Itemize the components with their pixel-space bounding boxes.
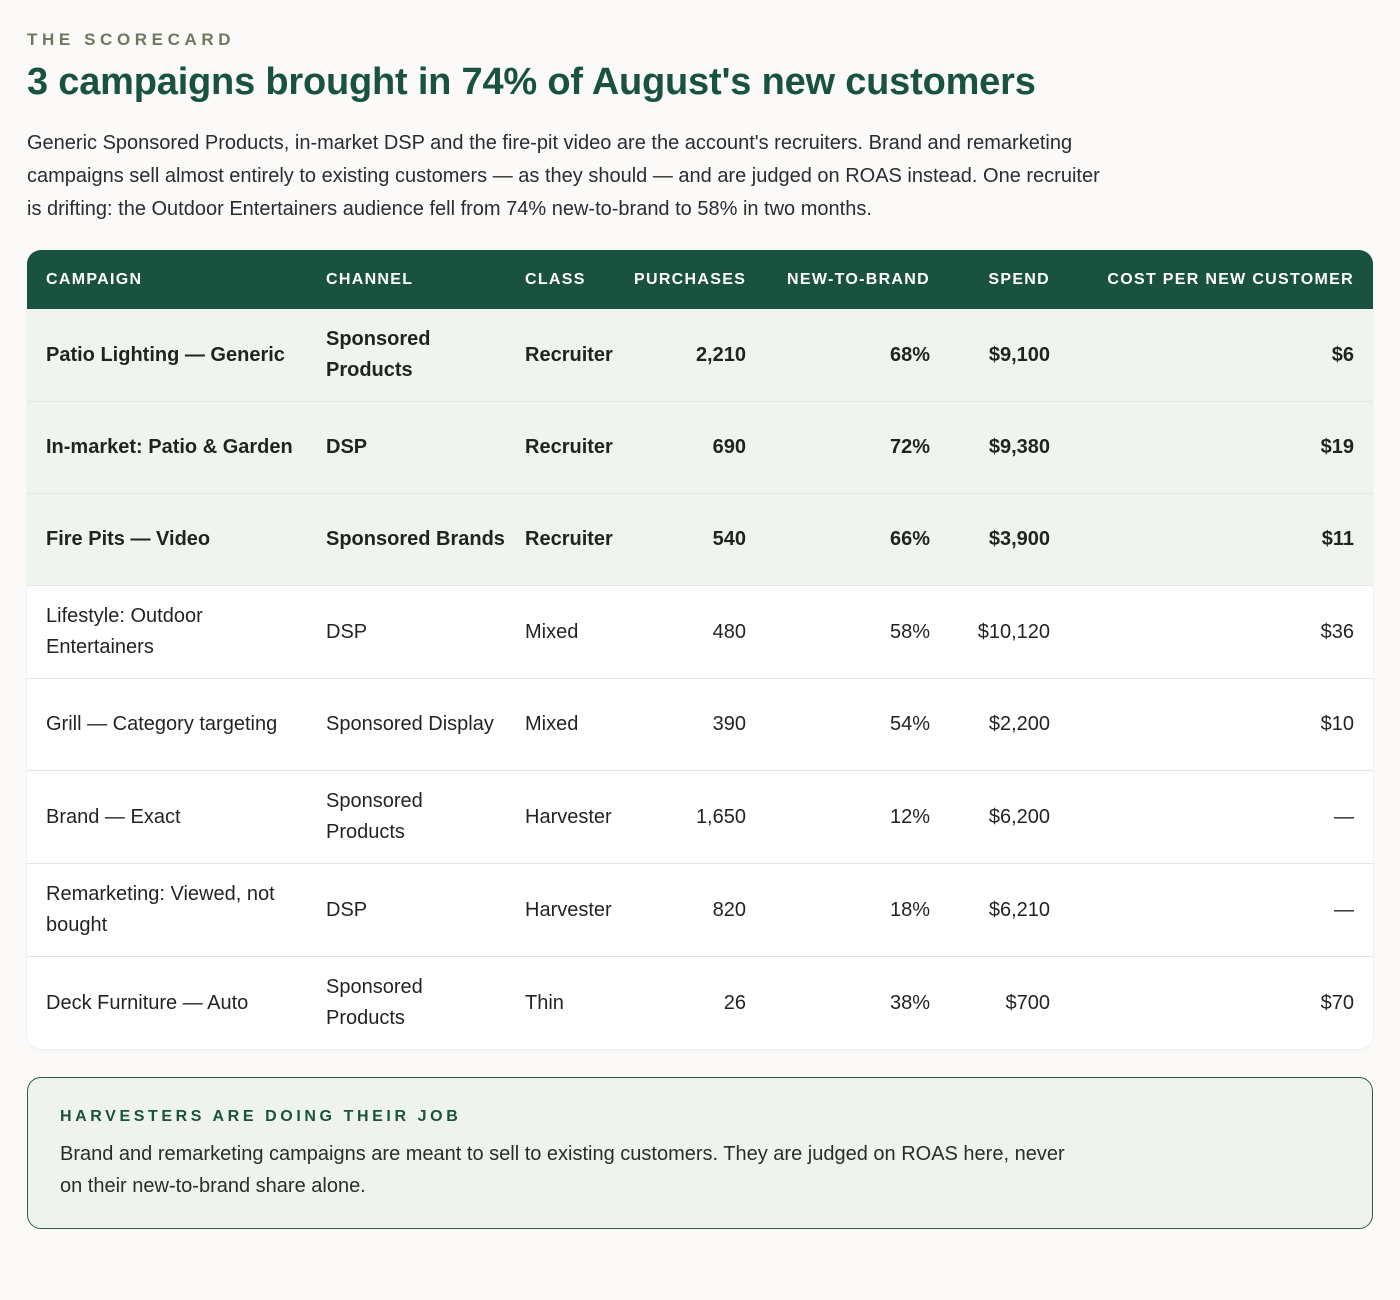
new-to-brand-cell: 38%: [765, 956, 949, 1049]
column-header-purchases: PURCHASES: [634, 270, 747, 288]
cost-per-new-customer-cell: $19: [1069, 401, 1373, 494]
spend-cell: $2,200: [949, 678, 1069, 771]
channel-cell: Sponsored Brands: [307, 493, 506, 586]
table-row: Deck Furniture — Auto Sponsored Products…: [27, 956, 1373, 1049]
cost-per-new-customer-cell: $70: [1069, 956, 1373, 1049]
purchases-cell: 1,650: [634, 770, 765, 864]
channel-cell: DSP: [307, 585, 506, 679]
class-cell: Harvester: [506, 863, 634, 957]
channel-cell: Sponsored Products: [307, 770, 506, 864]
spend-cell: $9,380: [949, 401, 1069, 494]
table-row: Patio Lighting — Generic Sponsored Produ…: [27, 309, 1373, 402]
class-cell: Mixed: [506, 678, 634, 771]
table-row: Remarketing: Viewed, not bought DSP Harv…: [27, 863, 1373, 957]
class-cell: Recruiter: [506, 493, 634, 586]
cost-per-new-customer-cell: —: [1069, 770, 1373, 864]
new-to-brand-cell: 72%: [765, 401, 949, 494]
campaign-cell: Fire Pits — Video: [27, 493, 307, 586]
table-row: Lifestyle: Outdoor Entertainers DSP Mixe…: [27, 585, 1373, 679]
spend-cell: $3,900: [949, 493, 1069, 586]
cost-per-new-customer-cell: $6: [1331, 343, 1354, 366]
new-to-brand-cell: 66%: [765, 493, 949, 586]
column-header-spend: SPEND: [988, 270, 1050, 288]
channel-cell: Sponsored Products: [307, 956, 506, 1049]
campaign-cell: Remarketing: Viewed, not bought: [27, 863, 307, 957]
class-cell: Thin: [506, 956, 634, 1049]
channel-cell: DSP: [307, 863, 506, 957]
cost-per-new-customer-cell: $11: [1069, 493, 1373, 586]
purchases-cell: 480: [634, 585, 765, 679]
class-cell: Recruiter: [506, 401, 634, 494]
campaign-cell: Deck Furniture — Auto: [27, 956, 307, 1049]
harvesters-callout: HARVESTERS ARE DOING THEIR JOB Brand and…: [27, 1077, 1373, 1229]
spend-cell: $6,200: [949, 770, 1069, 864]
purchases-cell: 540: [634, 493, 765, 586]
callout-body: Brand and remarketing campaigns are mean…: [60, 1143, 1065, 1197]
table-row: In-market: Patio & Garden DSP Recruiter …: [27, 401, 1373, 494]
new-to-brand-cell: 12%: [765, 770, 949, 864]
scorecard-table-card: CAMPAIGN CHANNEL CLASS PURCHASES NEW-TO-…: [27, 250, 1373, 1049]
column-header-class: CLASS: [525, 270, 586, 288]
new-to-brand-cell: 58%: [765, 585, 949, 679]
callout-title: HARVESTERS ARE DOING THEIR JOB: [60, 1108, 462, 1125]
column-header-new-to-brand: NEW-TO-BRAND: [787, 270, 930, 288]
campaign-cell: Brand — Exact: [27, 770, 307, 864]
new-to-brand-cell: 68%: [889, 343, 930, 366]
channel-cell: Sponsored Display: [307, 678, 506, 771]
spend-cell: $10,120: [949, 585, 1069, 679]
scorecard-table: CAMPAIGN CHANNEL CLASS PURCHASES NEW-TO-…: [27, 250, 1373, 1049]
purchases-cell: 2,210: [695, 343, 746, 366]
channel-cell: Sponsored Products: [326, 328, 431, 381]
new-to-brand-cell: 18%: [765, 863, 949, 957]
column-header-cost-per-new-customer: COST PER NEW CUSTOMER: [1107, 270, 1354, 288]
column-header-campaign: CAMPAIGN: [46, 270, 143, 288]
cost-per-new-customer-cell: $10: [1069, 678, 1373, 771]
cost-per-new-customer-cell: $36: [1069, 585, 1373, 679]
intro-paragraph: Generic Sponsored Products, in-market DS…: [27, 132, 1100, 220]
spend-cell: $700: [949, 956, 1069, 1049]
table-header-row: CAMPAIGN CHANNEL CLASS PURCHASES NEW-TO-…: [27, 250, 1373, 309]
purchases-cell: 820: [634, 863, 765, 957]
campaign-cell: Grill — Category targeting: [27, 678, 307, 771]
eyebrow-label: THE SCORECARD: [27, 30, 236, 49]
spend-cell: $6,210: [949, 863, 1069, 957]
channel-cell: DSP: [307, 401, 506, 494]
table-row: Fire Pits — Video Sponsored Brands Recru…: [27, 493, 1373, 586]
cost-per-new-customer-cell: —: [1069, 863, 1373, 957]
class-cell: Mixed: [506, 585, 634, 679]
campaign-cell: Patio Lighting — Generic: [46, 343, 285, 366]
new-to-brand-cell: 54%: [765, 678, 949, 771]
column-header-channel: CHANNEL: [326, 270, 414, 288]
table-row: Brand — Exact Sponsored Products Harvest…: [27, 770, 1373, 864]
campaign-cell: Lifestyle: Outdoor Entertainers: [27, 585, 307, 679]
class-cell: Recruiter: [525, 343, 613, 366]
purchases-cell: 690: [634, 401, 765, 494]
purchases-cell: 26: [634, 956, 765, 1049]
spend-cell: $9,100: [988, 343, 1050, 366]
purchases-cell: 390: [634, 678, 765, 771]
campaign-cell: In-market: Patio & Garden: [27, 401, 307, 494]
class-cell: Harvester: [506, 770, 634, 864]
page-title: 3 campaigns brought in 74% of August's n…: [27, 61, 1036, 103]
table-row: Grill — Category targeting Sponsored Dis…: [27, 678, 1373, 771]
